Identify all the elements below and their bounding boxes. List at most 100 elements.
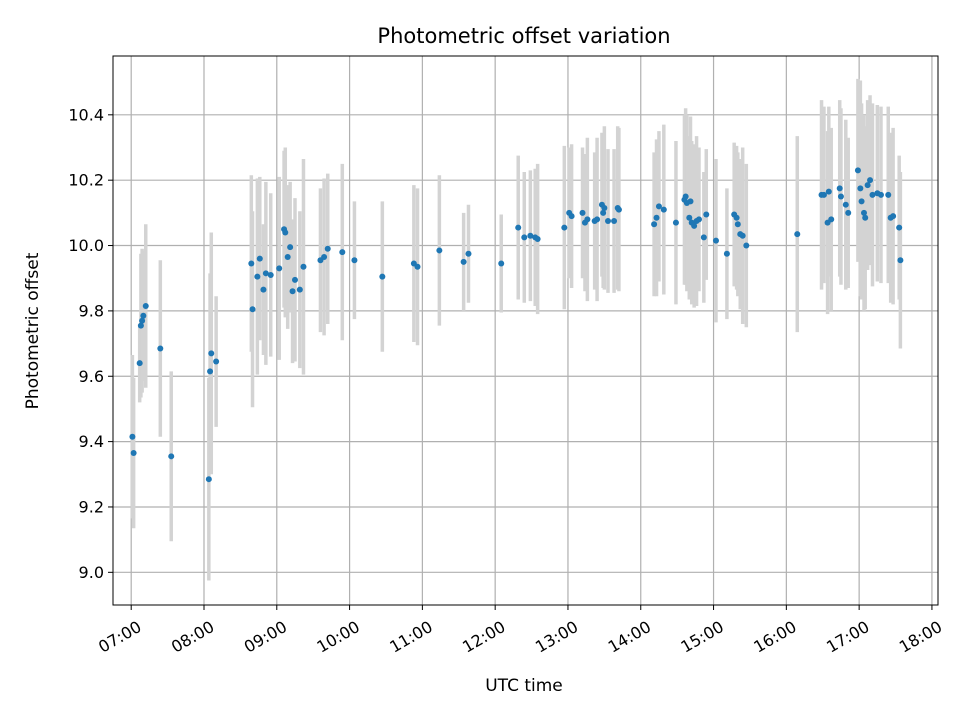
data-point (743, 242, 750, 249)
data-point (828, 216, 835, 223)
data-point (862, 214, 869, 221)
data-point (414, 263, 421, 270)
data-point (291, 276, 298, 283)
x-tick-label: 07:00 (95, 617, 144, 657)
y-tick-label: 9.4 (79, 432, 104, 451)
y-tick-label: 9.6 (79, 367, 104, 386)
data-point (129, 433, 136, 440)
data-point (284, 253, 291, 260)
y-tick-label: 10.0 (68, 236, 104, 255)
data-point (687, 198, 694, 205)
data-point (460, 258, 467, 265)
data-point (168, 453, 175, 460)
data-point (534, 236, 541, 242)
data-point (465, 250, 472, 257)
data-point (248, 260, 255, 267)
x-axis-label: UTC time (485, 676, 563, 696)
data-point (691, 222, 698, 229)
data-point (877, 191, 884, 198)
data-point (379, 273, 386, 280)
chart-title: Photometric offset variation (377, 24, 670, 48)
data-point (864, 182, 871, 189)
data-point (845, 209, 852, 216)
data-point (561, 224, 568, 231)
data-point (651, 221, 658, 228)
x-tick-label: 13:00 (532, 617, 581, 657)
data-point (260, 286, 267, 293)
x-tick-label: 09:00 (241, 617, 290, 657)
data-point (140, 312, 147, 319)
data-point (527, 232, 534, 239)
data-point (837, 193, 844, 200)
data-point (594, 216, 601, 223)
data-point (256, 255, 263, 262)
data-point (733, 214, 740, 221)
data-point (854, 167, 861, 174)
data-point (568, 213, 575, 220)
y-tick-label: 9.8 (79, 301, 104, 320)
x-tick-label: 17:00 (823, 617, 872, 657)
data-point (579, 209, 586, 216)
y-axis-label: Photometric offset (23, 252, 43, 409)
data-point (600, 209, 607, 216)
data-point (137, 322, 144, 329)
data-point (712, 237, 719, 244)
x-tick-label: 12:00 (459, 617, 508, 657)
data-point (436, 247, 443, 254)
data-point (605, 218, 611, 225)
data-point (205, 476, 212, 483)
data-point (289, 288, 296, 295)
data-point (601, 204, 608, 211)
y-tick-label: 9.0 (79, 563, 104, 582)
data-point (139, 317, 146, 324)
data-point (276, 265, 283, 272)
data-point (287, 244, 294, 251)
data-point (655, 203, 662, 210)
data-point (686, 214, 693, 221)
data-point (282, 229, 289, 236)
data-point (700, 234, 707, 241)
data-point (695, 216, 702, 223)
data-point (584, 216, 591, 223)
data-point (734, 221, 741, 228)
data-point (142, 302, 149, 309)
data-point (842, 201, 849, 208)
data-point (339, 249, 346, 256)
plot-area-frame (112, 55, 939, 606)
x-tick-label: 18:00 (896, 617, 945, 657)
data-point (660, 206, 667, 213)
data-point (213, 358, 220, 365)
data-point (611, 218, 618, 225)
x-tick-label: 10:00 (314, 617, 363, 657)
y-tick-label: 10.2 (68, 171, 104, 190)
data-point (300, 263, 307, 270)
data-point (672, 219, 679, 226)
data-point (653, 214, 660, 221)
data-point (836, 185, 843, 192)
error-bars (130, 78, 903, 581)
data-point (324, 245, 331, 252)
data-point (207, 368, 214, 375)
data-point (739, 232, 746, 239)
data-point (858, 198, 865, 205)
data-point (820, 191, 827, 198)
x-tick-label: 08:00 (168, 617, 217, 657)
data-point (515, 224, 522, 231)
data-point (885, 191, 892, 198)
data-point (157, 345, 164, 352)
data-point (703, 211, 710, 218)
x-tick-label: 14:00 (605, 617, 654, 657)
grid (113, 56, 938, 605)
data-point (860, 209, 867, 216)
data-point (267, 271, 274, 278)
data-point (136, 360, 143, 367)
data-points (129, 167, 904, 483)
axis-ticks: 07:00 08:00 09:00 10:00 11:00 12:00 13:00 14:00… (68, 105, 945, 656)
x-tick-label: 11:00 (386, 617, 435, 657)
data-point (890, 213, 897, 220)
data-point (130, 450, 137, 457)
data-point (249, 306, 256, 313)
data-point (498, 260, 505, 267)
data-point (867, 177, 874, 184)
